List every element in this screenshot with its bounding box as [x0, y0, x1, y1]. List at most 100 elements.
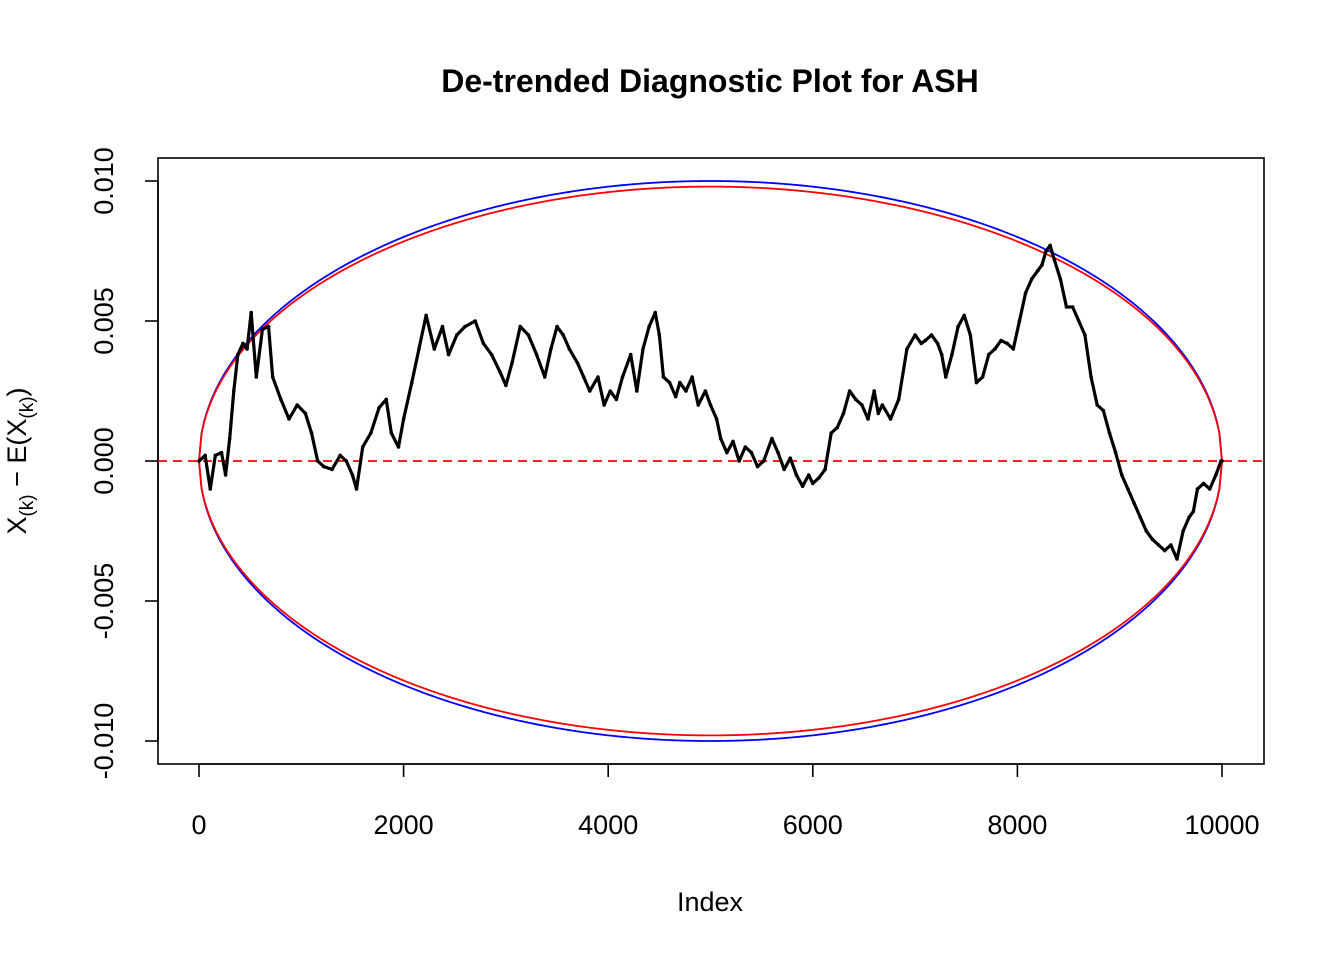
y-tick-label: -0.005 [89, 563, 119, 640]
data-point [806, 473, 811, 477]
data-point [755, 464, 760, 469]
data-point [489, 352, 494, 357]
data-point [231, 389, 236, 393]
data-point [999, 338, 1003, 343]
data-point [510, 361, 514, 365]
data-point [608, 389, 613, 393]
data-point [1191, 509, 1196, 514]
data-point [888, 417, 893, 421]
data-point [690, 375, 694, 379]
data-point [1187, 515, 1192, 519]
data-point [860, 403, 864, 407]
data-point [731, 439, 735, 444]
y-axis: -0.010 -0.005 0.000 0.005 0.010 [89, 147, 159, 780]
data-point [718, 436, 723, 441]
data-point [1107, 431, 1112, 435]
data-point [635, 389, 639, 393]
data-point [549, 347, 553, 351]
data-point [279, 397, 283, 402]
data-point [575, 361, 580, 365]
data-point [440, 324, 445, 329]
data-point [270, 375, 275, 379]
y-tick-label: 0.010 [89, 147, 119, 215]
data-point [923, 338, 928, 343]
y-tick-label: 0.000 [89, 427, 119, 495]
x-tick-label: 8000 [987, 810, 1047, 840]
data-point [1040, 263, 1044, 267]
data-point [254, 375, 259, 379]
data-point [935, 341, 940, 346]
data-point [1126, 487, 1130, 491]
data-point [1156, 543, 1161, 547]
data-point [714, 417, 719, 421]
data-point [835, 425, 840, 430]
data-point [1095, 403, 1099, 407]
data-point [929, 333, 934, 337]
data-point [1201, 481, 1206, 486]
data-point [360, 445, 365, 449]
data-point [1101, 408, 1106, 413]
series-line [197, 243, 1224, 561]
data-point [673, 394, 678, 399]
data-point [249, 310, 253, 315]
data-point [504, 383, 508, 388]
data-point [266, 324, 271, 329]
data-point [389, 431, 394, 435]
data-point [424, 313, 428, 318]
data-point [950, 352, 954, 357]
data-point [776, 450, 780, 455]
data-point [986, 352, 991, 357]
data-point [1005, 341, 1009, 346]
data-point [823, 467, 827, 472]
data-point [962, 313, 966, 318]
data-point [446, 352, 451, 357]
data-point [241, 341, 245, 346]
x-tick-label: 2000 [374, 810, 434, 840]
data-point [647, 324, 651, 329]
chart-title: De-trended Diagnostic Plot for ASH [441, 63, 979, 99]
data-point [1048, 243, 1052, 248]
data-point [219, 450, 224, 455]
data-point [1017, 319, 1022, 323]
data-point [260, 327, 265, 332]
data-point [1113, 450, 1118, 455]
data-point [203, 453, 207, 458]
data-point [1150, 537, 1155, 542]
data-point [567, 347, 572, 351]
data-point [303, 411, 308, 416]
data-point [919, 341, 924, 346]
data-point [369, 431, 373, 435]
data-point [309, 431, 314, 435]
data-point [1029, 277, 1034, 281]
data-point [596, 375, 600, 379]
data-point [913, 333, 917, 337]
data-point [1195, 487, 1200, 491]
data-point [841, 411, 846, 416]
data-point [853, 397, 858, 402]
data-point [455, 333, 459, 337]
data-point [542, 375, 547, 379]
data-point [561, 333, 565, 337]
data-point [737, 459, 741, 463]
data-point [749, 450, 754, 455]
data-point [227, 436, 232, 441]
data-point [245, 347, 249, 351]
data-point [518, 324, 523, 329]
data-point [602, 403, 606, 407]
data-point [628, 352, 633, 357]
data-point [905, 347, 909, 351]
data-point [401, 417, 406, 421]
data-point [1169, 543, 1173, 547]
data-point [684, 389, 688, 393]
data-point [555, 324, 559, 329]
data-point [1083, 333, 1087, 337]
x-tick-label: 4000 [578, 810, 638, 840]
x-axis: 0 2000 4000 6000 8000 10000 [191, 763, 1260, 840]
data-point [581, 375, 586, 379]
data-point [1023, 291, 1028, 295]
data-point [770, 436, 774, 441]
data-point [657, 333, 662, 337]
y-tick-label: -0.010 [89, 703, 119, 780]
data-point [1214, 473, 1218, 477]
data-point [1138, 515, 1142, 519]
